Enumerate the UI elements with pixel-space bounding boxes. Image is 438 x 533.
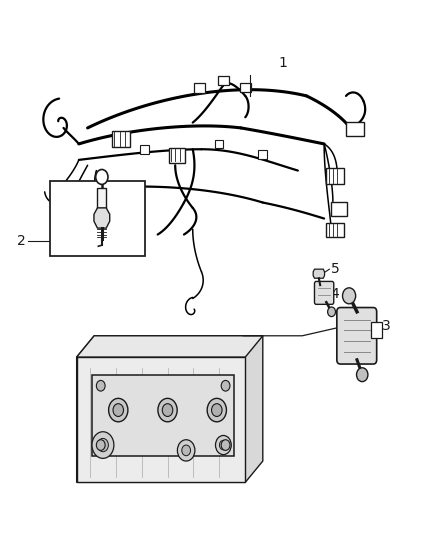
- Circle shape: [109, 398, 128, 422]
- Bar: [131, 229, 141, 237]
- Polygon shape: [313, 269, 325, 278]
- Circle shape: [95, 169, 108, 184]
- Circle shape: [96, 440, 105, 450]
- Circle shape: [182, 445, 191, 456]
- Polygon shape: [77, 357, 245, 482]
- Circle shape: [343, 288, 356, 304]
- Circle shape: [219, 440, 227, 450]
- Text: 3: 3: [382, 319, 391, 333]
- Circle shape: [158, 398, 177, 422]
- Bar: [92, 375, 234, 456]
- Circle shape: [357, 368, 368, 382]
- Text: 5: 5: [331, 262, 339, 276]
- Bar: [169, 148, 185, 163]
- Bar: [371, 322, 382, 338]
- Circle shape: [97, 438, 108, 451]
- Circle shape: [328, 307, 336, 317]
- Circle shape: [215, 435, 231, 455]
- Text: 1: 1: [278, 56, 287, 70]
- Circle shape: [212, 403, 222, 416]
- Bar: [258, 150, 267, 159]
- Bar: [50, 181, 145, 256]
- Bar: [240, 83, 251, 92]
- Bar: [112, 131, 130, 147]
- Circle shape: [96, 381, 105, 391]
- Text: 4: 4: [331, 287, 339, 301]
- Polygon shape: [94, 208, 110, 228]
- Circle shape: [162, 403, 173, 416]
- Circle shape: [92, 432, 114, 458]
- Bar: [215, 140, 223, 148]
- Polygon shape: [77, 336, 263, 357]
- Bar: [140, 145, 149, 154]
- Bar: [326, 223, 344, 237]
- Polygon shape: [77, 336, 263, 482]
- Circle shape: [177, 440, 195, 461]
- Circle shape: [221, 381, 230, 391]
- Text: 2: 2: [17, 234, 25, 248]
- Bar: [331, 202, 347, 216]
- Bar: [218, 76, 229, 85]
- Circle shape: [221, 440, 230, 450]
- Circle shape: [113, 403, 124, 416]
- Bar: [326, 168, 344, 184]
- Bar: [194, 83, 205, 93]
- FancyBboxPatch shape: [314, 281, 334, 304]
- Bar: [97, 188, 106, 208]
- FancyBboxPatch shape: [337, 308, 377, 364]
- Bar: [346, 122, 364, 136]
- Circle shape: [207, 398, 226, 422]
